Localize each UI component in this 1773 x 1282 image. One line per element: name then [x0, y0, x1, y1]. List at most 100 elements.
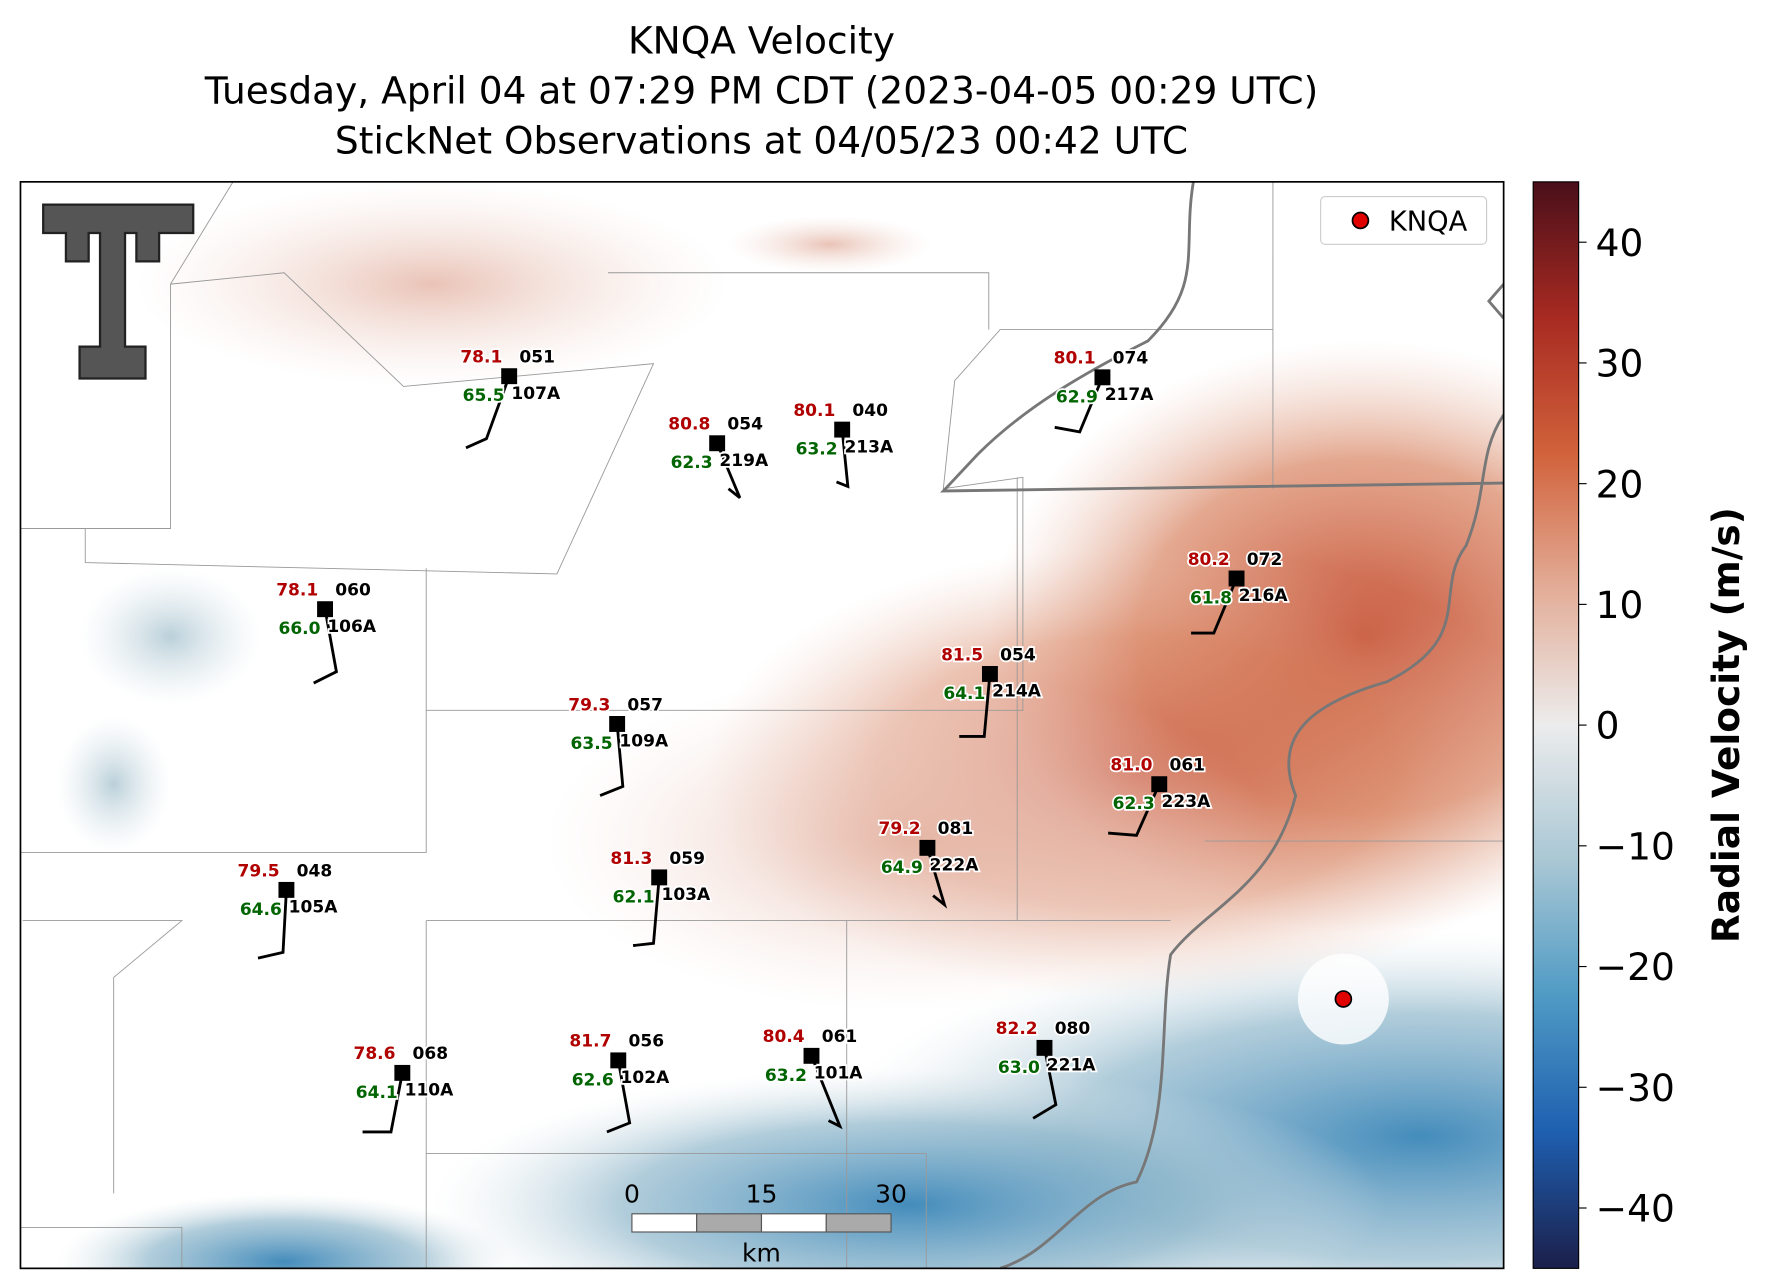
- station: 80.8 054 62.3 219A: [667, 413, 771, 499]
- station: 80.2 072 61.8 216A: [1186, 548, 1290, 635]
- colorbar-tick-label: 20: [1596, 462, 1644, 506]
- dewpoint: 63.2: [796, 440, 838, 460]
- station-id: 217A: [1105, 385, 1155, 405]
- station-code: 072: [1247, 550, 1283, 570]
- colorbar-tick-label: −20: [1596, 945, 1675, 989]
- temperature: 79.2: [879, 819, 921, 839]
- station-code: 040: [852, 401, 888, 421]
- station-marker: [609, 716, 626, 732]
- wind-barb: [835, 429, 850, 489]
- temperature: 78.1: [276, 581, 318, 601]
- temperature: 80.1: [793, 401, 835, 421]
- station: 81.0 061 62.3 223A: [1108, 754, 1213, 837]
- colorbar-tick-label: −10: [1596, 824, 1675, 868]
- scale-label: 15: [746, 1179, 778, 1208]
- wind-barb: [313, 608, 339, 685]
- legend-marker: [1351, 211, 1370, 230]
- station-code: 056: [629, 1032, 665, 1052]
- colorbar-tick-label: −40: [1596, 1187, 1675, 1231]
- radar-field: [20, 181, 1504, 1269]
- station-id: 107A: [511, 384, 561, 404]
- station-id: 214A: [992, 682, 1042, 702]
- station-marker: [651, 869, 668, 886]
- station: 79.2 081 64.9 222A: [877, 818, 981, 909]
- dewpoint: 63.2: [765, 1066, 807, 1086]
- temperature: 82.2: [996, 1019, 1038, 1039]
- wind-barb: [1032, 1047, 1058, 1120]
- station-code: 057: [627, 695, 663, 715]
- station-marker: [709, 435, 726, 452]
- temperature: 80.4: [763, 1027, 805, 1047]
- dewpoint: 66.0: [278, 619, 320, 639]
- station-id: 222A: [930, 856, 980, 876]
- wind-barb: [257, 889, 288, 960]
- station-code: 051: [519, 348, 555, 368]
- station: 79.3 057 63.5 109A: [567, 694, 671, 797]
- wind-barb: [1108, 783, 1161, 837]
- colorbar-tick-label: 0: [1596, 704, 1620, 748]
- station-marker: [981, 666, 998, 682]
- temperature: 78.1: [460, 348, 502, 368]
- map-frame: [19, 180, 1505, 1270]
- logo: [42, 203, 195, 380]
- dewpoint: 63.5: [571, 734, 613, 754]
- wind-barb: [810, 1055, 843, 1130]
- station-code: 081: [938, 819, 974, 839]
- station: 81.5 054 64.1 214A: [939, 644, 1043, 738]
- station-id: 216A: [1239, 586, 1289, 606]
- dewpoint: 62.6: [572, 1070, 614, 1090]
- dewpoint: 65.5: [463, 386, 505, 406]
- station-id: 103A: [661, 885, 711, 905]
- station-code: 048: [297, 861, 333, 881]
- wind-barb: [632, 877, 661, 948]
- colorbar-label: Radial Velocity (m/s): [1704, 507, 1748, 943]
- station: 80.4 061 63.2 101A: [761, 1025, 865, 1130]
- station-marker: [501, 368, 518, 385]
- colorbar-tick-label: 10: [1596, 583, 1644, 627]
- scale-unit: km: [742, 1239, 781, 1268]
- station-code: 054: [1000, 645, 1036, 665]
- station: 79.5 048 64.6 105A: [236, 860, 340, 960]
- temperature: 80.1: [1054, 349, 1096, 369]
- station-id: 213A: [844, 437, 894, 457]
- legend: KNQA: [1320, 196, 1488, 245]
- station-id: 109A: [619, 732, 669, 752]
- dewpoint: 64.1: [356, 1083, 398, 1103]
- wind-barb: [1191, 577, 1238, 635]
- station-marker: [1228, 570, 1245, 587]
- dewpoint: 62.1: [613, 887, 655, 907]
- station-code: 059: [669, 849, 705, 869]
- dewpoint: 62.3: [1113, 794, 1155, 814]
- radar-site: [1334, 990, 1353, 1008]
- station-code: 074: [1113, 349, 1149, 369]
- station-id: 101A: [814, 1064, 864, 1084]
- temperature: 81.3: [610, 849, 652, 869]
- station-code: 080: [1055, 1019, 1091, 1039]
- station-code: 061: [1169, 756, 1205, 776]
- station-marker: [278, 881, 295, 898]
- dewpoint: 64.6: [240, 900, 282, 920]
- dewpoint: 64.9: [881, 858, 923, 878]
- title-line: StickNet Observations at 04/05/23 00:42 …: [335, 118, 1188, 162]
- dewpoint: 61.8: [1190, 588, 1232, 608]
- temperature: 81.0: [1110, 756, 1152, 776]
- station: 80.1 074 62.9 217A: [1052, 347, 1156, 434]
- temperature: 81.7: [569, 1032, 611, 1052]
- title-line: Tuesday, April 04 at 07:29 PM CDT (2023-…: [204, 68, 1318, 112]
- wind-barb: [959, 673, 992, 738]
- wind-barb: [1054, 376, 1104, 434]
- station-id: 223A: [1162, 792, 1212, 812]
- colorbar-tick-label: −30: [1596, 1066, 1675, 1110]
- station-code: 060: [335, 581, 371, 601]
- station-id: 219A: [719, 451, 769, 471]
- station-id: 105A: [289, 898, 339, 918]
- station: 81.3 059 62.1 103A: [609, 847, 713, 948]
- wind-barb: [606, 1060, 632, 1134]
- station-id: 102A: [621, 1068, 671, 1088]
- colorbar-tick-label: 30: [1596, 342, 1644, 386]
- legend-label: KNQA: [1389, 207, 1468, 238]
- scale-label: 30: [875, 1179, 907, 1208]
- station-id: 221A: [1047, 1056, 1097, 1076]
- station-id: 110A: [405, 1081, 455, 1101]
- colorbar-tick-label: 40: [1596, 221, 1644, 265]
